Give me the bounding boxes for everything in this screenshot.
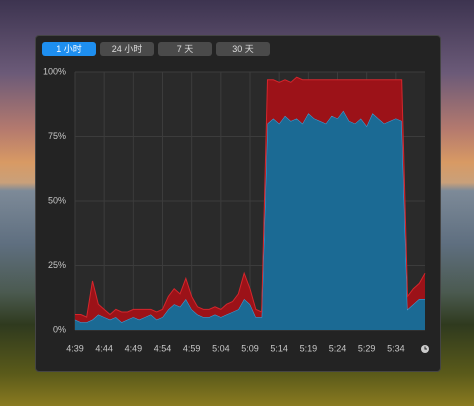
x-tick-label: 5:09: [241, 343, 259, 353]
tab[interactable]: 7 天: [158, 42, 212, 56]
area-edge: [75, 76, 426, 318]
tab-bar: 1 小时 24 小时 7 天 30 天: [42, 42, 270, 56]
y-tick-label: 25%: [48, 260, 66, 270]
x-tick-label: 5:04: [212, 343, 230, 353]
y-tick-label: 0%: [53, 324, 66, 334]
y-tick-label: 50%: [48, 195, 66, 205]
x-tick-label: 4:44: [95, 343, 113, 353]
tab[interactable]: 1 小时: [42, 42, 96, 56]
area: [75, 77, 425, 323]
x-tick-label: 4:59: [183, 343, 201, 353]
tab[interactable]: 24 小时: [100, 42, 154, 56]
area: [75, 110, 425, 330]
x-tick-label: 4:54: [154, 343, 172, 353]
x-tick-label: 5:34: [387, 343, 405, 353]
x-tick-label: 4:39: [66, 343, 84, 353]
clock-icon: [421, 345, 429, 353]
x-tick-label: 5:14: [270, 343, 288, 353]
y-tick-label: 100%: [43, 66, 66, 76]
y-tick-label: 75%: [48, 131, 66, 141]
x-tick-label: 5:19: [300, 343, 318, 353]
x-tick-label: 5:24: [329, 343, 347, 353]
x-tick-label: 4:49: [125, 343, 143, 353]
x-tick-label: 5:29: [358, 343, 376, 353]
tab[interactable]: 30 天: [216, 42, 270, 56]
